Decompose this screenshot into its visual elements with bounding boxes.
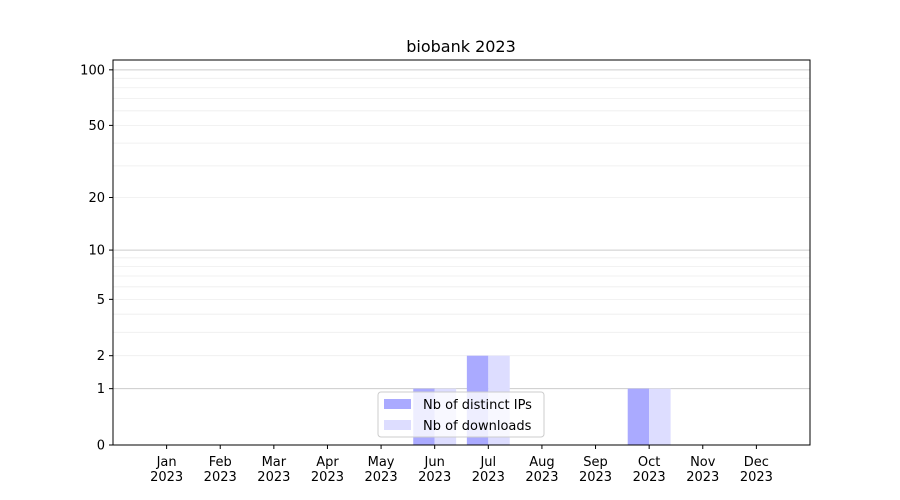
x-tick-label: Apr 2023 — [311, 455, 344, 485]
legend-swatch-ips — [384, 399, 411, 409]
plot-frame — [112, 59, 811, 446]
legend-label-ips: Nb of distinct IPs — [423, 398, 532, 413]
bar-downloads — [649, 388, 671, 445]
x-tick-label: Mar 2023 — [257, 455, 290, 485]
x-tick-label: Jun 2023 — [418, 455, 451, 485]
bar-distinct-ips — [627, 388, 650, 445]
legend-box — [377, 391, 545, 438]
x-tick-label: Oct 2023 — [633, 455, 666, 485]
legend-label-downloads: Nb of downloads — [423, 419, 532, 434]
y-tick-label: 10 — [88, 244, 105, 259]
x-tick-label: Feb 2023 — [204, 455, 237, 485]
legend-swatch-downloads — [384, 420, 411, 430]
y-tick-label: 1 — [97, 382, 105, 397]
y-tick-label: 100 — [80, 63, 105, 78]
x-tick-label: Aug 2023 — [525, 455, 558, 485]
legend: Nb of distinct IPs Nb of downloads — [377, 391, 545, 438]
x-tick-label: Jan 2023 — [150, 455, 183, 485]
x-tick-label: Jul 2023 — [472, 455, 505, 485]
y-tick-label: 20 — [88, 191, 105, 206]
y-tick-label: 50 — [88, 119, 105, 134]
y-tick-label: 5 — [97, 293, 105, 308]
y-tick-label: 0 — [97, 439, 105, 454]
x-tick-label: Nov 2023 — [686, 455, 719, 485]
x-tick-label: May 2023 — [365, 455, 398, 485]
x-tick-label: Dec 2023 — [740, 455, 773, 485]
y-tick-label: 2 — [97, 349, 105, 364]
x-tick-label: Sep 2023 — [579, 455, 612, 485]
chart-title: biobank 2023 — [406, 37, 516, 56]
